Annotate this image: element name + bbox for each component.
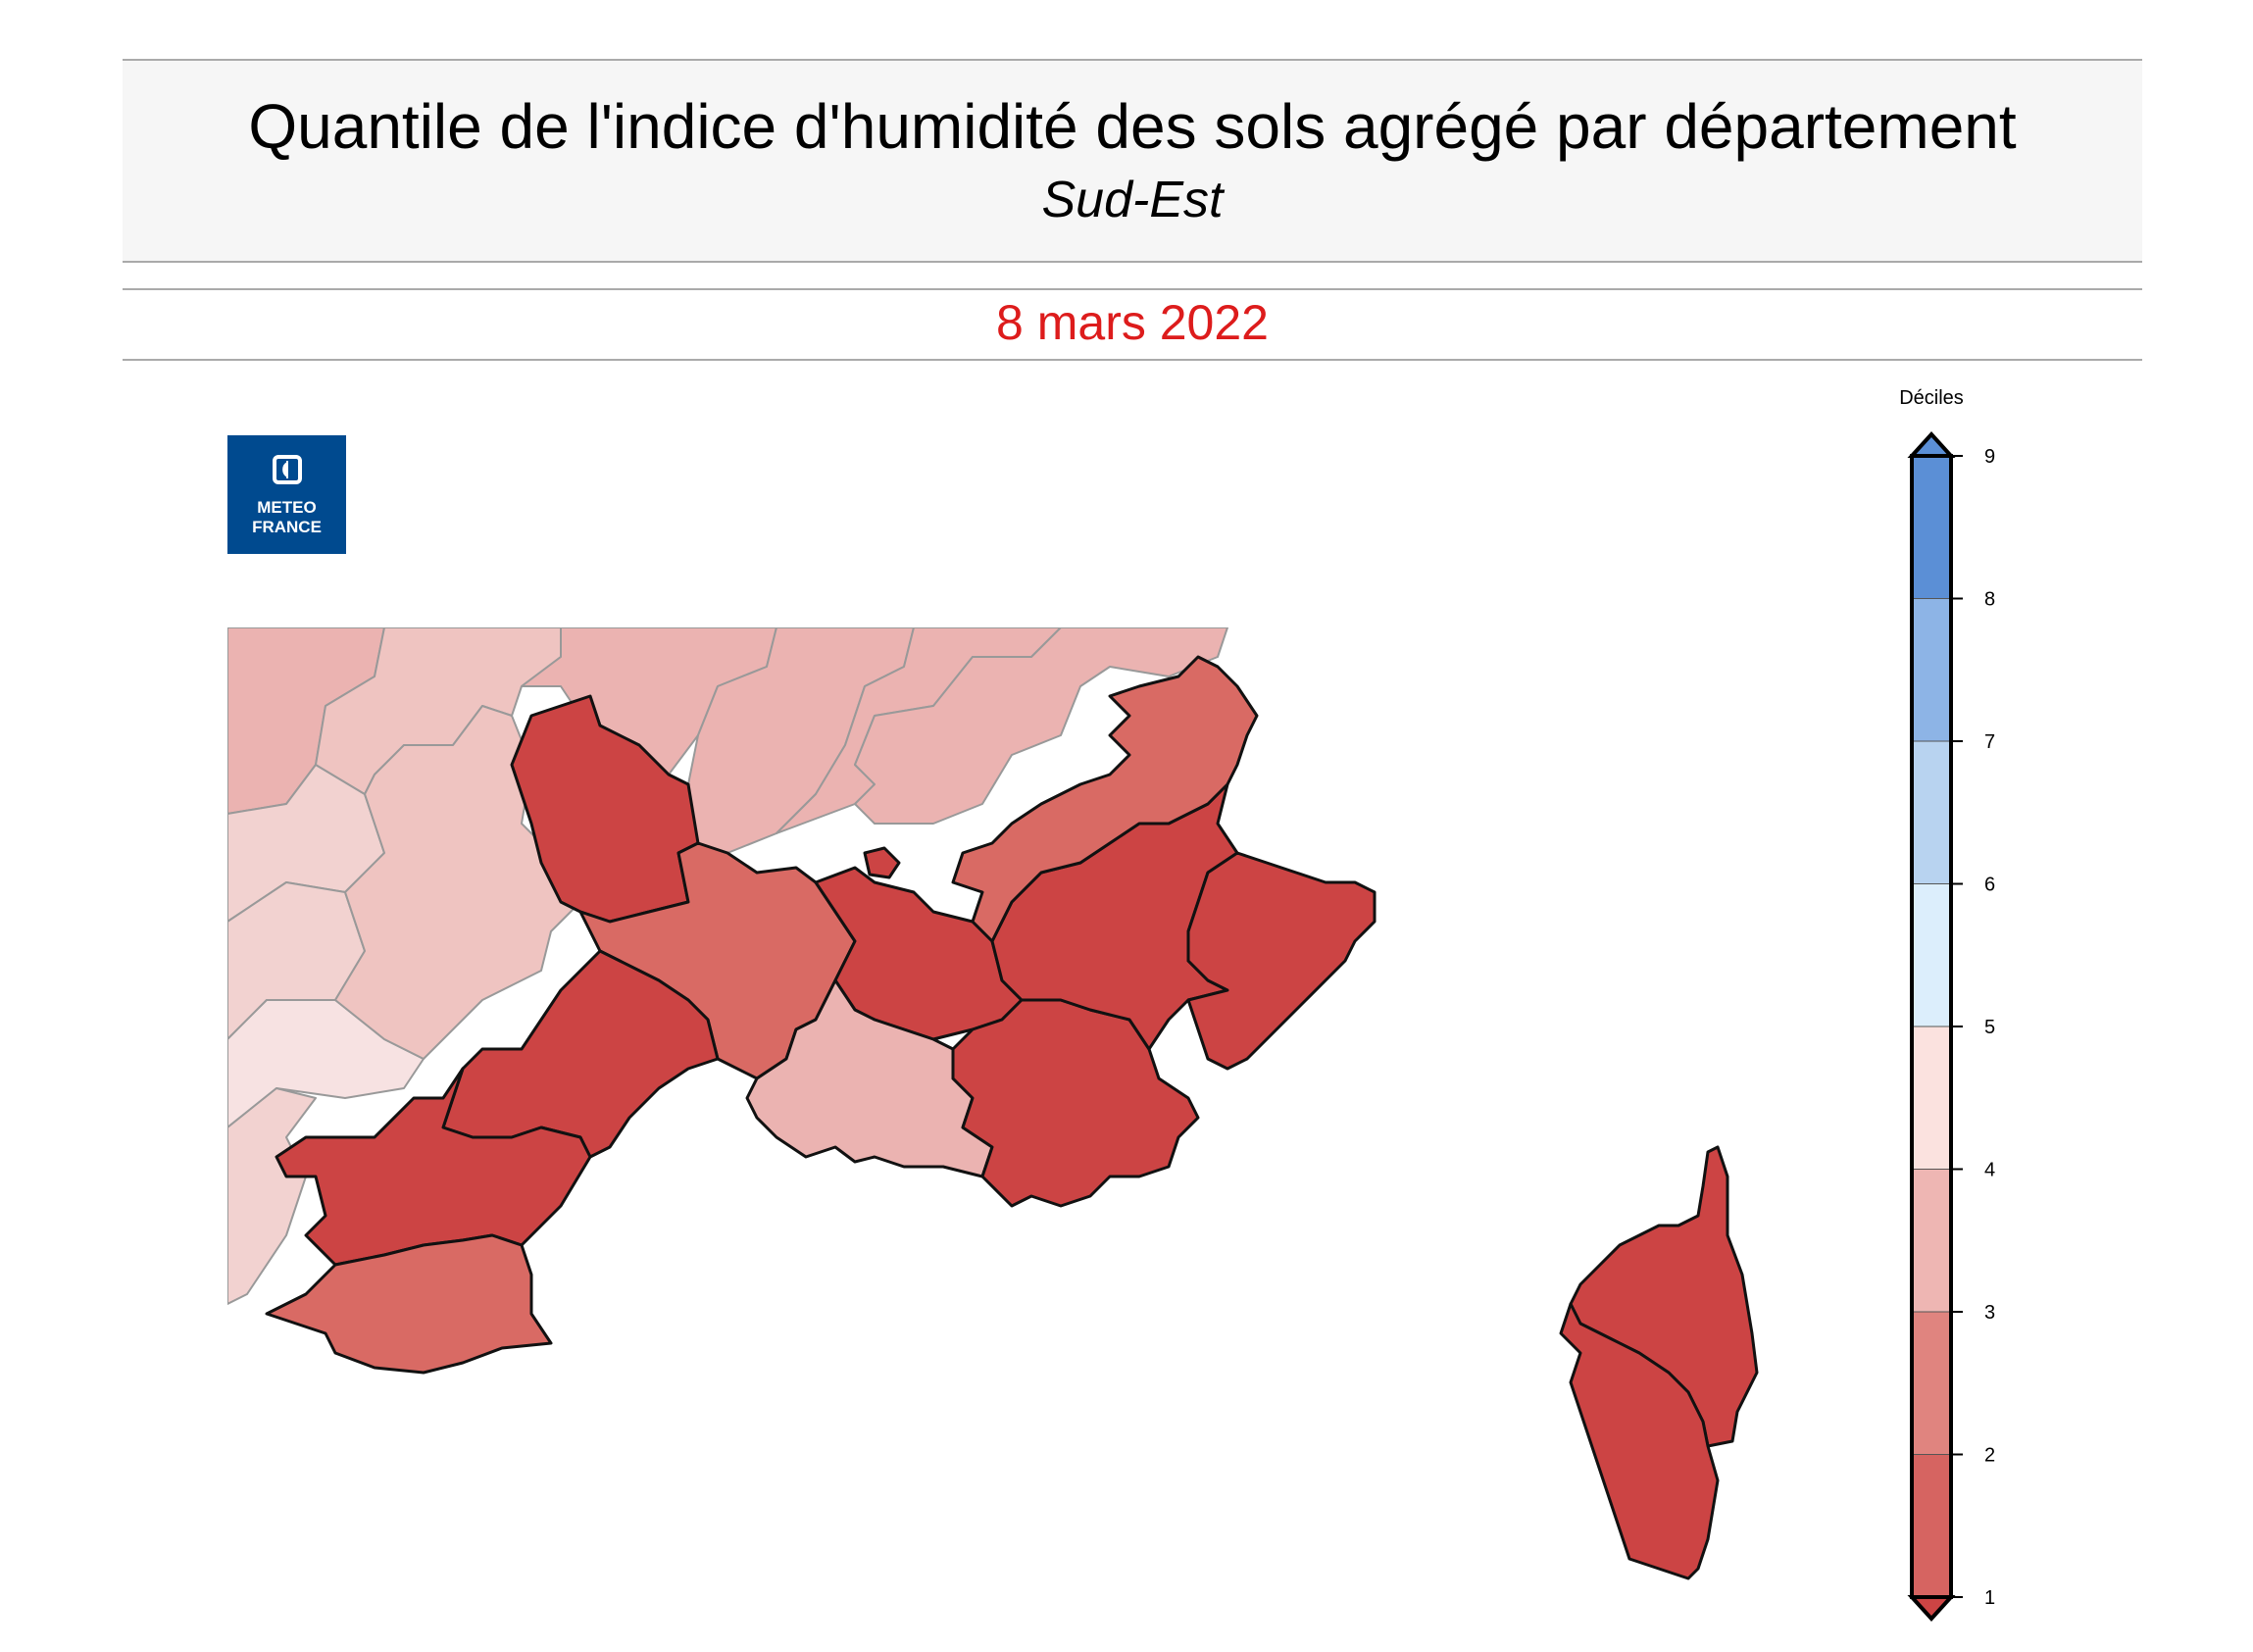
- logo-line-1: METEO: [257, 498, 317, 517]
- legend-tick-label: 4: [1984, 1160, 1995, 1181]
- legend-swatch: [1911, 883, 1952, 1027]
- legend-upper-arrow: [1907, 431, 1956, 458]
- legend-swatch: [1911, 1169, 1952, 1313]
- dept-alpes-maritimes: [1186, 851, 1377, 1071]
- meteo-france-logo: METEO FRANCE: [227, 435, 346, 554]
- legend-tick-label: 9: [1984, 446, 1995, 468]
- legend-tick-label: 2: [1984, 1445, 1995, 1467]
- legend-swatch: [1911, 455, 1952, 599]
- dept-north-11: [854, 627, 1228, 825]
- region-departments: [265, 655, 1377, 1375]
- dept-pyrenees-orientales: [265, 1233, 553, 1375]
- map-title: Quantile de l'indice d'humidité des sols…: [248, 91, 2017, 162]
- logo-line-2: FRANCE: [252, 518, 322, 536]
- legend-tick-label: 6: [1984, 875, 1995, 896]
- legend-tick-label: 7: [1984, 731, 1995, 753]
- legend-swatch: [1911, 598, 1952, 742]
- dept-corse-du-sud: [1559, 1302, 1720, 1580]
- dept-hautes-alpes: [951, 655, 1259, 943]
- dept-south-west-5: [227, 1087, 317, 1305]
- legend-tick-label: 3: [1984, 1302, 1995, 1324]
- meteo-france-logo-icon: [273, 455, 302, 484]
- date-label: 8 mars 2022: [996, 295, 1269, 350]
- date-box: 8 mars 2022: [123, 288, 2142, 361]
- dept-aude: [275, 1067, 592, 1267]
- title-box: Quantile de l'indice d'humidité des sols…: [123, 59, 2142, 263]
- legend-lower-arrow: [1907, 1595, 1956, 1622]
- legend-swatch: [1911, 1311, 1952, 1455]
- corsica: [1559, 1145, 1759, 1580]
- legend-swatch: [1911, 1454, 1952, 1598]
- legend-swatch: [1911, 740, 1952, 884]
- legend-title: Déciles: [1899, 387, 1964, 409]
- legend-ticks: 9 8 7 6 5 4 3 2 1: [1951, 446, 1995, 1609]
- legend-tick-label: 1: [1984, 1587, 1995, 1609]
- dept-vaucluse-enclave: [863, 846, 901, 879]
- legend-tick-label: 5: [1984, 1017, 1995, 1038]
- choropleth-map: [227, 627, 1759, 1580]
- legend-tick-label: 8: [1984, 589, 1995, 611]
- decile-legend: Déciles 9 8 7 6 5 4 3 2 1: [1899, 387, 1995, 1622]
- dept-bouches-du-rhone: [745, 978, 994, 1178]
- legend-color-bar: [1907, 431, 1956, 1622]
- dept-centre-7: [334, 705, 581, 1060]
- surrounding-departments: [227, 627, 1228, 1305]
- legend-swatch: [1911, 1026, 1952, 1170]
- region-subtitle: Sud-Est: [1041, 172, 1224, 228]
